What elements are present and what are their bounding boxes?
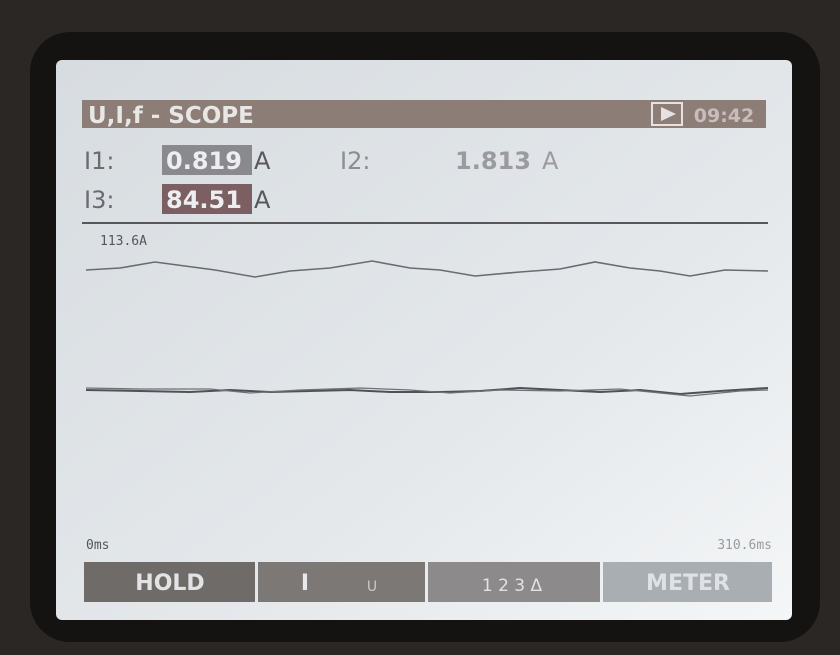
scale-label: 113.6A	[100, 234, 147, 249]
reading-value: 0.819	[166, 147, 242, 175]
softkey-label[interactable]: METER	[646, 571, 730, 596]
reading-label: I2:	[340, 147, 370, 175]
reading-label: I3:	[84, 186, 114, 214]
device-photo: U,I,f - SCOPE 09:42 I1: 0.819 A I2: 1.81…	[0, 0, 840, 655]
screen-title: U,I,f - SCOPE	[88, 103, 254, 129]
softkey[interactable]	[258, 562, 425, 602]
lcd-screen	[56, 60, 792, 620]
softkey-label[interactable]: U	[367, 579, 377, 595]
softkey-label[interactable]: 1 2 3 Δ	[482, 576, 543, 596]
reading-unit: A	[254, 186, 271, 214]
page: Scope screen html, body { margin: 0; pad…	[0, 0, 840, 655]
reading-unit: A	[542, 147, 559, 175]
reading-value: 1.813	[455, 147, 531, 175]
softkey-label[interactable]: HOLD	[135, 571, 204, 596]
reading-label: I1:	[84, 147, 114, 175]
time-end: 310.6ms	[717, 538, 772, 553]
body: {"header": {"title": "U,I,f - SCOPE", "t…	[0, 0, 840, 655]
time-start: 0ms	[86, 538, 109, 553]
softkey-label[interactable]: I	[301, 571, 309, 596]
reading-unit: A	[254, 147, 271, 175]
clock: 09:42	[694, 105, 754, 127]
reading-value: 84.51	[166, 186, 242, 214]
